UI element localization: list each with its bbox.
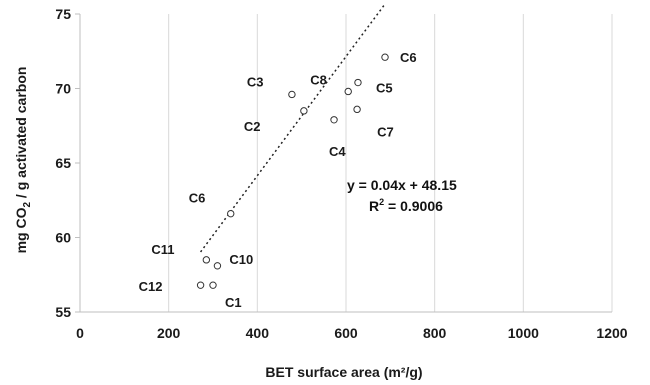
point-label-c5: C5 (376, 81, 393, 96)
point-label-c3: C3 (247, 74, 264, 89)
point-label-c6: C6 (189, 191, 206, 206)
data-point-c6 (227, 209, 235, 218)
x-tick-label: 1200 (596, 325, 627, 341)
r-squared: R2 = 0.9006 (369, 197, 443, 214)
trend-equation: y = 0.04x + 48.15 (347, 177, 457, 193)
tick-labels: 0 200 400 600 800 1000 1200 55 60 65 70 75 (55, 6, 627, 341)
point-label-c2: C2 (244, 119, 261, 134)
y-tick-label: 75 (55, 6, 71, 22)
point-label-c1: C1 (225, 295, 242, 310)
point-label-c6: C6 (400, 50, 417, 65)
y-tick-label: 55 (55, 304, 71, 320)
x-tick-label: 400 (246, 325, 270, 341)
point-label-c11: C11 (151, 242, 174, 257)
point-label-c10: C10 (229, 252, 253, 267)
data-point-c6 (381, 53, 389, 61)
axes (75, 13, 612, 313)
x-tick-label: 0 (76, 325, 84, 341)
data-point-c5 (354, 78, 362, 87)
data-point-c4 (330, 116, 338, 124)
data-point-c3 (288, 90, 296, 99)
point-label-c4: C4 (329, 144, 346, 159)
x-tick-label: 600 (334, 325, 358, 341)
data-points (196, 53, 389, 289)
y-tick-label: 65 (55, 155, 71, 171)
data-point-c12 (196, 281, 205, 289)
data-point-c8 (344, 87, 352, 96)
y-axis-label: mg CO2 / g activated carbon (13, 67, 33, 254)
grid-lines (168, 14, 613, 312)
x-axis-label: BET surface area (m²/g) (265, 364, 422, 380)
x-tick-label: 1000 (508, 325, 539, 341)
x-tick-label: 200 (157, 325, 181, 341)
point-labels: C1 C2 C3 C4 C5 C6 C7 C8 C6 C10 C11 C12 (139, 50, 417, 310)
x-tick-label: 800 (423, 325, 447, 341)
data-point-c11 (202, 256, 211, 264)
y-tick-label: 70 (55, 81, 71, 97)
point-label-c7: C7 (377, 124, 394, 139)
data-point-c2 (300, 107, 308, 115)
data-point-c1 (209, 281, 217, 289)
point-label-c8: C8 (310, 72, 327, 87)
data-point-c7 (353, 105, 361, 114)
point-label-c12: C12 (139, 279, 163, 294)
data-point-c10 (213, 262, 222, 270)
y-tick-label: 60 (55, 230, 71, 246)
